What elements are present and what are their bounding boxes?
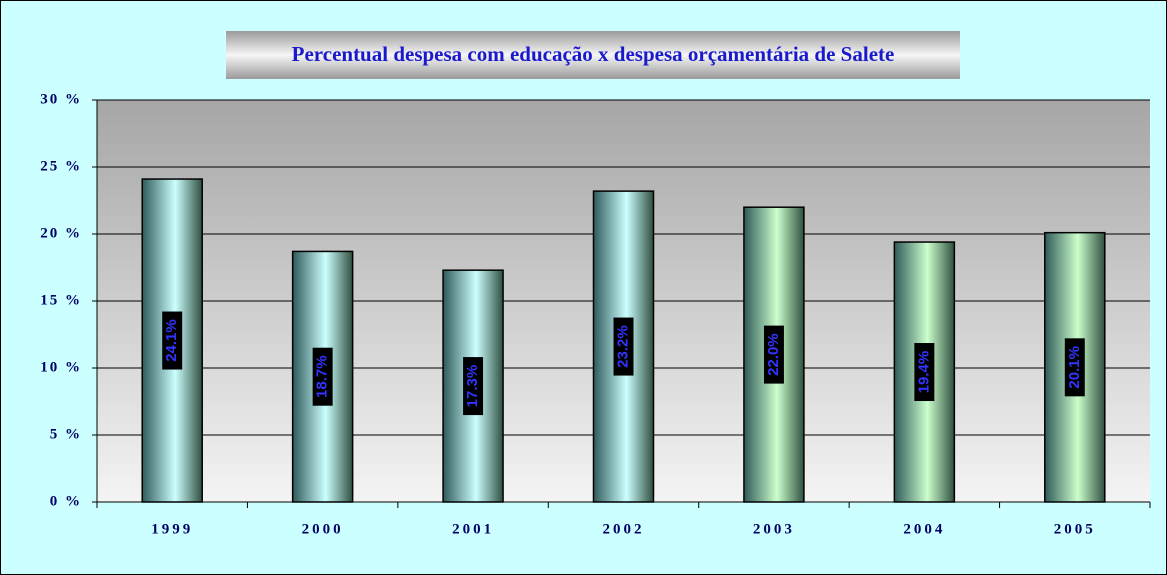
value-label: 17.3% [464, 365, 481, 408]
y-tick-label: 30 % [40, 91, 82, 107]
y-tick-label: 10 % [40, 359, 82, 375]
y-tick-label: 0 % [50, 493, 82, 509]
x-tick-label: 2004 [903, 521, 945, 537]
y-tick-label: 15 % [40, 292, 82, 308]
x-tick-label: 2003 [753, 521, 795, 537]
value-label-box [763, 325, 784, 384]
x-tick-label: 2001 [452, 521, 494, 537]
x-tick-label: 2002 [603, 521, 645, 537]
y-tick-label: 20 % [40, 225, 82, 241]
x-tick-label: 2000 [302, 521, 344, 537]
chart-title: Percentual despesa com educação x despes… [292, 42, 895, 66]
value-label-box [1064, 338, 1085, 397]
x-tick-label: 1999 [151, 521, 193, 537]
value-label: 18.7% [314, 355, 331, 398]
value-label: 23.2% [614, 325, 631, 368]
value-label: 19.4% [915, 351, 932, 394]
y-tick-label: 25 % [40, 158, 82, 174]
value-label-box [162, 311, 183, 370]
bar [893, 241, 956, 503]
value-label-box [613, 317, 634, 376]
title-box [226, 31, 960, 79]
x-tick-label: 2005 [1054, 521, 1096, 537]
value-label: 22.0% [765, 333, 782, 376]
value-label-box [914, 343, 935, 402]
value-label: 20.1% [1066, 346, 1083, 389]
value-label-box [463, 357, 484, 416]
value-label-box [312, 347, 333, 406]
value-label: 24.1% [163, 319, 180, 362]
y-tick-label: 5 % [50, 426, 82, 442]
